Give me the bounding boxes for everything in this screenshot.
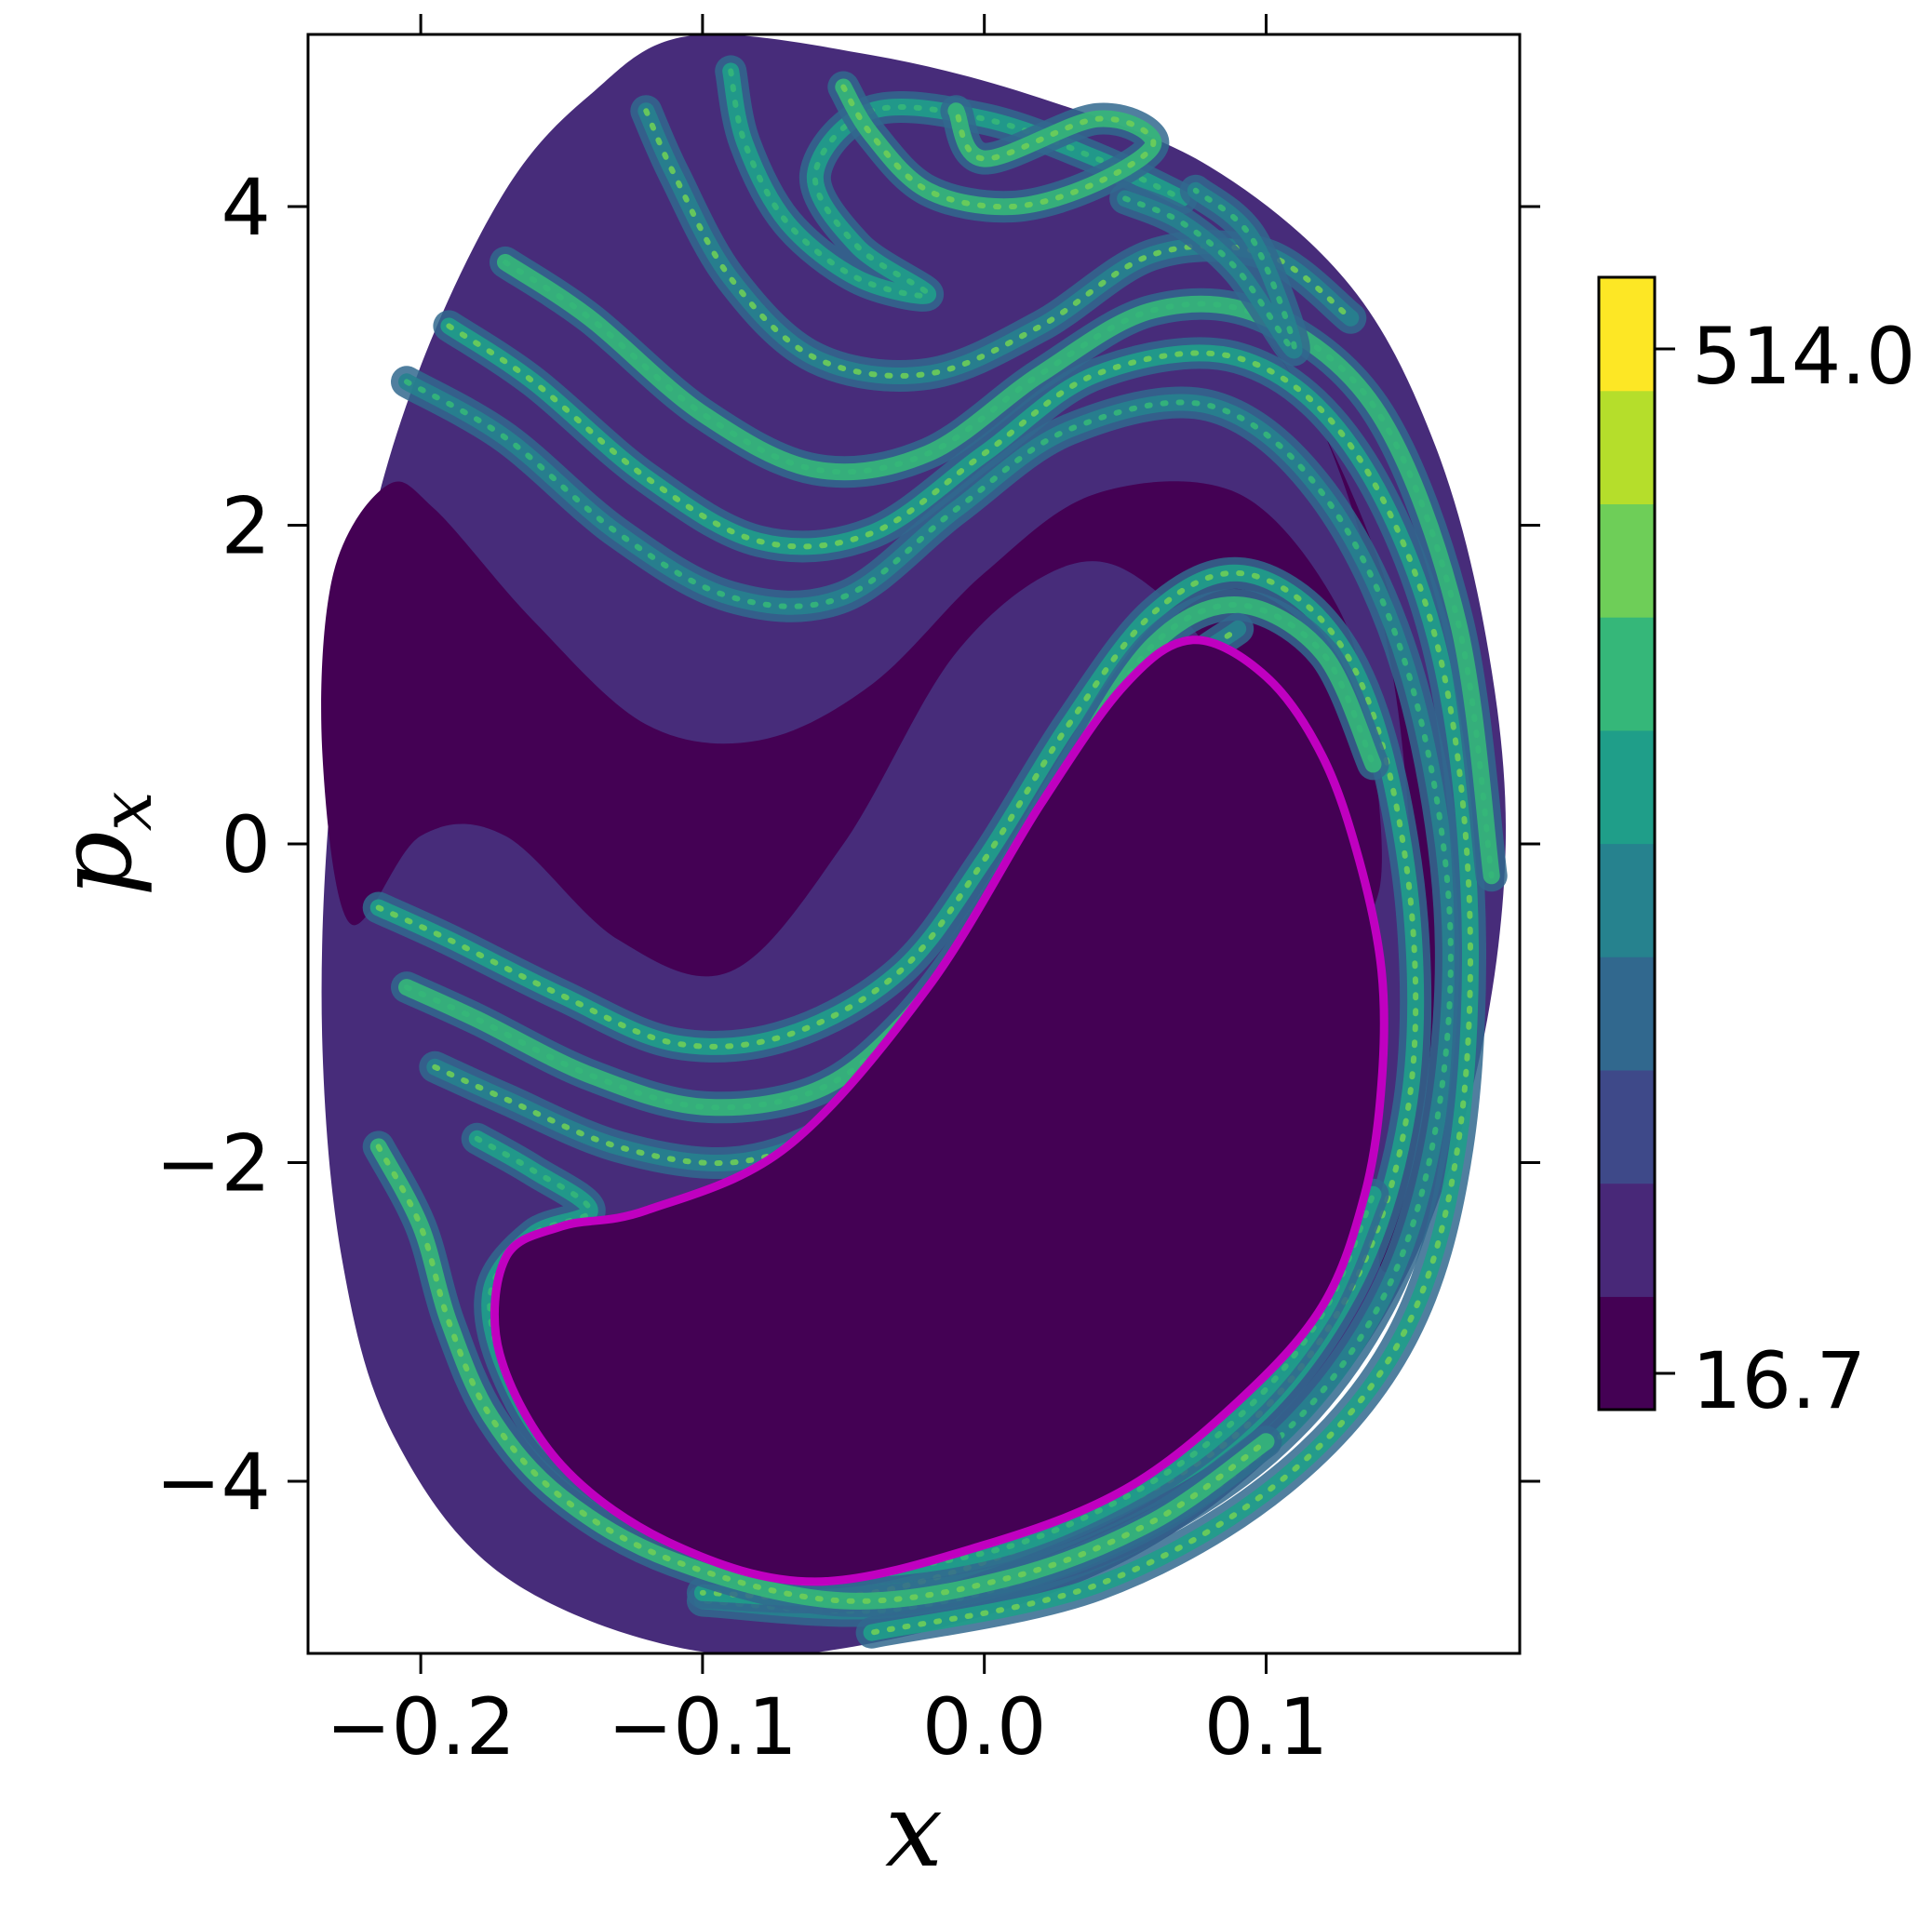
colorbar-level: [1599, 843, 1655, 957]
y-tick-label: 0: [221, 799, 271, 890]
boundary-curve: [490, 635, 1389, 1586]
filament-speckle: [643, 108, 1354, 379]
colorbar-segments: [1599, 277, 1655, 1411]
filament-group: [490, 246, 1508, 892]
filament-speckle: [1122, 187, 1297, 354]
svg-text:px: px: [35, 791, 168, 896]
filament-group: [362, 1130, 1282, 1617]
filament-speckle: [503, 259, 1495, 879]
colorbar: 514.0 16.7: [1597, 275, 1915, 1426]
upper-core-region: [321, 481, 1382, 977]
island-region: [494, 639, 1385, 1582]
filament-speckle: [404, 379, 1454, 1614]
x-tick-label: −0.2: [326, 1681, 516, 1773]
colorbar-level: [1599, 277, 1655, 392]
x-axis-label: x: [885, 1771, 943, 1890]
colorbar-level: [1599, 1183, 1655, 1297]
colorbar-frame: [1597, 275, 1657, 1411]
colorbar-label-max: 514.0: [1692, 311, 1915, 402]
filament-speckle: [375, 1144, 1269, 1604]
colorbar-level: [1599, 956, 1655, 1071]
filament-group: [1109, 174, 1310, 367]
y-tick-label: −2: [155, 1118, 271, 1210]
colorbar-level: [1599, 617, 1655, 731]
colorbar-level: [1599, 729, 1655, 845]
y-tick-label: 4: [221, 162, 271, 253]
colorbar-level: [1599, 1296, 1655, 1411]
filament-speckle: [375, 569, 1419, 1600]
colorbar-label-min: 16.7: [1692, 1335, 1866, 1426]
plot-content: [321, 34, 1508, 1653]
x-tick-label: 0.0: [922, 1681, 1047, 1773]
colorbar-level: [1599, 1069, 1655, 1184]
filament-group: [827, 71, 1170, 223]
colorbar-level: [1599, 503, 1655, 618]
y-axis-label: px: [35, 791, 168, 896]
filament-group: [433, 310, 1486, 1649]
x-tick-label: −0.1: [608, 1681, 798, 1773]
y-tick-label: −4: [155, 1437, 271, 1528]
y-ticks: 4 2 0 −2 −4: [155, 162, 1540, 1528]
y-tick-label: 2: [221, 480, 271, 571]
colorbar-level: [1599, 390, 1655, 504]
y-axis-label-subscript: x: [85, 791, 168, 831]
x-tick-label: 0.1: [1204, 1681, 1329, 1773]
x-ticks: −0.2 −0.1 0.0 0.1: [326, 14, 1328, 1773]
filament-speckle: [840, 84, 1157, 210]
y-axis-label-main: p: [35, 831, 154, 896]
filament-speckle: [446, 323, 1473, 1636]
